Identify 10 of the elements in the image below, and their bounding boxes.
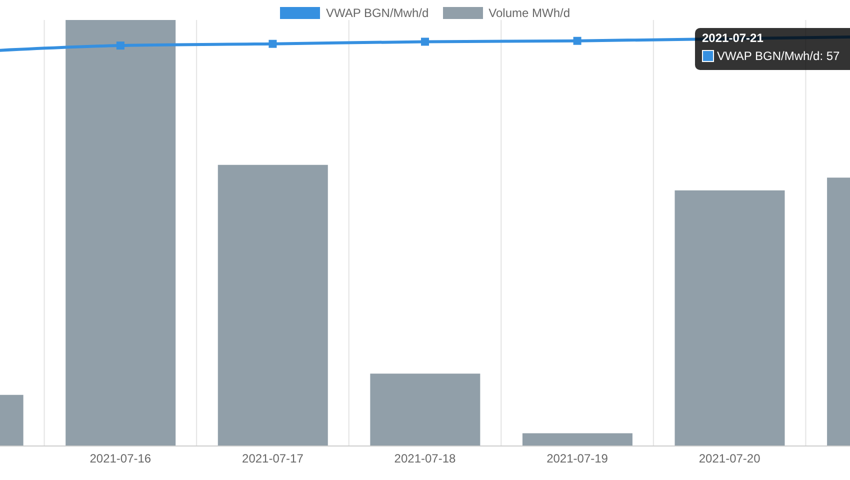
legend-label: VWAP BGN/Mwh/d [326,6,429,20]
legend-label: Volume MWh/d [488,6,570,20]
annotation: VWAP BGN/Mwh/d: 57 [717,49,840,63]
x-tick-label: 2021-07-16 [90,452,152,466]
tooltip-box: 2021-07-21 VWAP BGN/Mwh/d: 57 [695,28,850,70]
annotation: 2021-07-21 [702,31,764,45]
x-tick-label: 2021-07-20 [698,452,761,466]
x-tick-label: 2021-07-18 [394,452,456,466]
x-tick-label: 2021-07-17 [242,452,304,466]
x-tick-label: 2021-07-19 [546,452,608,466]
